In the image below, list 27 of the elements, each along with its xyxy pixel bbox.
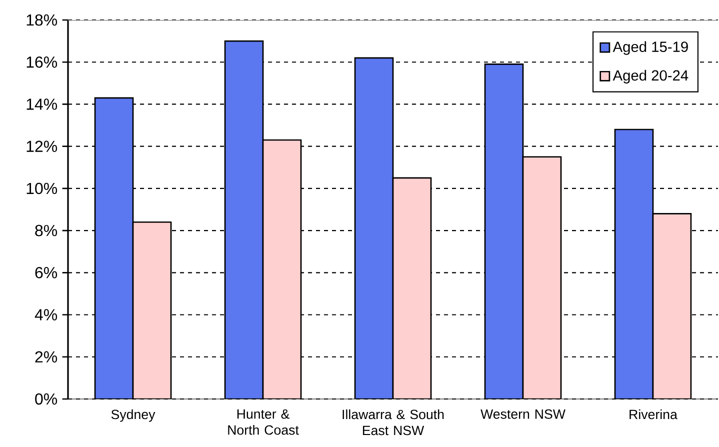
x-tick-label: Western NSW xyxy=(480,409,566,419)
x-tick-label: Hunter & North Coast xyxy=(228,409,299,435)
y-tick-label: 16% xyxy=(26,56,58,68)
bar xyxy=(262,139,302,399)
y-tick-label: 6% xyxy=(35,267,58,278)
bar xyxy=(652,213,692,399)
bar xyxy=(132,221,172,399)
bar xyxy=(354,57,394,399)
legend-label: Aged 20-24 xyxy=(612,70,688,84)
y-tick-label: 2% xyxy=(35,351,58,362)
bar xyxy=(94,97,134,399)
bar xyxy=(392,177,432,399)
y-tick-label: 10% xyxy=(26,182,58,194)
y-tick-label: 4% xyxy=(34,309,58,320)
y-tick-label: 12% xyxy=(26,140,58,152)
x-tick-label: Illawarra & South East NSW xyxy=(342,409,444,436)
y-tick-label: 8% xyxy=(35,224,58,236)
bar xyxy=(224,40,264,399)
bar xyxy=(484,64,524,399)
legend-label: Aged 15-19 xyxy=(612,41,688,55)
bar xyxy=(614,128,654,399)
y-tick-label: 0% xyxy=(35,393,58,405)
y-tick-label: 18% xyxy=(26,14,58,26)
x-tick-label: Sydney xyxy=(111,409,156,422)
y-tick-label: 14% xyxy=(26,98,58,110)
bar xyxy=(522,156,562,399)
x-tick-label: Riverina xyxy=(630,409,678,420)
